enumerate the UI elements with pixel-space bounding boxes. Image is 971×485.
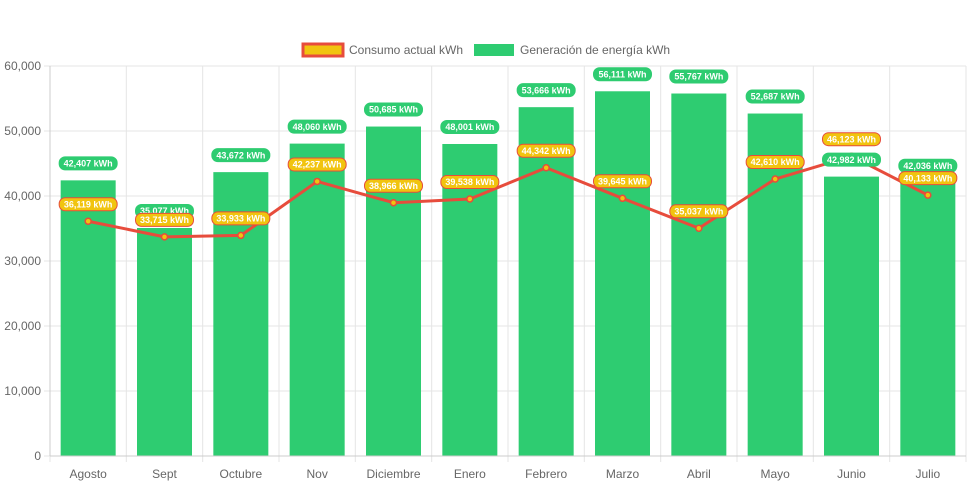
data-label-generacion-bg: [58, 156, 118, 171]
bar-generacion: [747, 113, 803, 457]
data-label-consumo-bg: [211, 211, 271, 226]
data-label-generacion: 53,666 kWh: [522, 85, 571, 95]
bar-generacion: [518, 107, 574, 457]
x-tick-label: Octubre: [219, 467, 262, 481]
x-tick-label: Junio: [837, 467, 866, 481]
data-label-generacion: 42,036 kWh: [903, 161, 952, 171]
point-consumo: [924, 191, 932, 199]
point-consumo: [389, 198, 398, 207]
y-tick-label: 40,000: [4, 189, 41, 203]
data-label-consumo-bg: [898, 171, 958, 186]
y-tick-label: 30,000: [4, 254, 41, 268]
data-label-generacion-bg: [516, 83, 576, 98]
data-label-generacion: 35,077 kWh: [140, 206, 189, 216]
legend-swatch-generacion: [474, 44, 514, 56]
bar-generacion: [289, 143, 345, 457]
data-label-consumo: 38,966 kWh: [369, 181, 418, 191]
y-tick-label: 50,000: [4, 124, 41, 138]
data-label-generacion-bg: [745, 89, 805, 104]
x-tick-label: Marzo: [606, 467, 640, 481]
y-tick-label: 60,000: [4, 59, 41, 73]
data-label-generacion: 56,111 kWh: [598, 69, 646, 79]
data-label-consumo-bg: [822, 132, 881, 147]
data-label-generacion-bg: [211, 148, 271, 163]
grid-layer: [44, 65, 967, 462]
data-label-consumo-bg: [516, 143, 576, 158]
data-label-consumo: 39,645 kWh: [598, 177, 647, 187]
legend-swatch-consumo: [301, 42, 345, 58]
data-label-consumo: 46,123 kWh: [827, 134, 876, 144]
point-consumo: [160, 233, 169, 241]
x-tick-label: Nov: [306, 467, 327, 481]
data-label-generacion: 48,060 kWh: [293, 122, 342, 132]
legend-label-generacion: Generación de energía kWh: [520, 43, 670, 57]
data-label-generacion: 48,001 kWh: [445, 122, 494, 132]
data-label-consumo-bg: [669, 204, 729, 219]
bar-generacion: [595, 91, 650, 456]
line-consumo: [87, 154, 929, 239]
data-label-generacion-bg: [822, 152, 881, 167]
data-label-generacion-bg: [440, 119, 500, 134]
data-label-consumo: 42,237 kWh: [293, 160, 342, 170]
data-label-generacion: 52,687 kWh: [751, 92, 800, 102]
y-tick-label: 0: [34, 449, 41, 463]
label-layer: 42,407 kWh 35,077 kWh 43,672 kWh 48,060 kWh…: [58, 67, 958, 227]
data-label-consumo-bg: [135, 212, 194, 227]
data-label-consumo: 36,119 kWh: [64, 199, 113, 209]
bar-generacion: [366, 126, 421, 457]
legend: Consumo actual kWh Generación de energía…: [301, 42, 670, 58]
data-label-consumo-bg: [58, 197, 118, 212]
data-label-generacion-bg: [287, 119, 347, 134]
point-consumo: [313, 177, 321, 186]
x-tick-label: Mayo: [760, 467, 790, 481]
data-label-consumo: 33,933 kWh: [216, 214, 265, 224]
x-tick-label: Sept: [152, 467, 177, 481]
data-label-consumo: 39,538 kWh: [445, 177, 494, 187]
data-label-consumo: 33,715 kWh: [140, 215, 189, 225]
data-label-consumo-bg: [364, 178, 423, 193]
point-consumo: [618, 194, 627, 203]
data-label-generacion: 50,685 kWh: [369, 105, 418, 115]
data-label-consumo: 44,342 kWh: [522, 146, 571, 156]
data-label-generacion: 55,767 kWh: [674, 72, 723, 82]
data-label-consumo: 42,610 kWh: [751, 157, 800, 167]
data-label-consumo-bg: [745, 155, 805, 170]
y-tick-label: 10,000: [4, 384, 41, 398]
data-label-consumo-bg: [593, 174, 652, 189]
x-tick-label: Diciembre: [366, 467, 420, 481]
legend-label-consumo: Consumo actual kWh: [349, 43, 463, 57]
legend-item-consumo[interactable]: Consumo actual kWh: [301, 42, 463, 58]
bar-generacion: [137, 227, 192, 456]
data-label-consumo: 35,037 kWh: [674, 206, 723, 216]
point-consumo: [84, 217, 92, 225]
bar-generacion: [824, 176, 879, 456]
bar-generacion: [671, 93, 727, 457]
data-label-generacion-bg: [593, 67, 652, 82]
y-tick-label: 20,000: [4, 319, 41, 333]
legend-item-generacion[interactable]: Generación de energía kWh: [474, 43, 670, 57]
bar-layer: [60, 91, 956, 457]
data-label-consumo-bg: [440, 175, 500, 190]
data-label-consumo-bg: [287, 157, 347, 172]
point-consumo: [466, 195, 474, 203]
point-consumo: [542, 164, 550, 172]
x-tick-label: Abril: [687, 467, 711, 481]
x-tick-label: Enero: [454, 467, 486, 481]
point-consumo: [695, 224, 703, 233]
bar-generacion: [900, 182, 956, 457]
axis-layer: 0 10,000 20,000 30,000 40,000 50,000 60,000 Ago…: [4, 59, 966, 481]
data-label-generacion-bg: [364, 102, 423, 117]
x-tick-label: Julio: [915, 467, 940, 481]
data-label-generacion: 42,982 kWh: [827, 155, 876, 165]
x-tick-label: Febrero: [525, 467, 567, 481]
data-label-consumo: 40,133 kWh: [903, 173, 952, 183]
point-consumo: [771, 175, 779, 183]
x-tick-label: Agosto: [69, 467, 107, 481]
point-consumo: [237, 231, 245, 240]
data-label-generacion-bg: [669, 69, 729, 84]
data-label-generacion: 43,672 kWh: [216, 150, 265, 160]
data-label-generacion: 42,407 kWh: [64, 159, 113, 169]
